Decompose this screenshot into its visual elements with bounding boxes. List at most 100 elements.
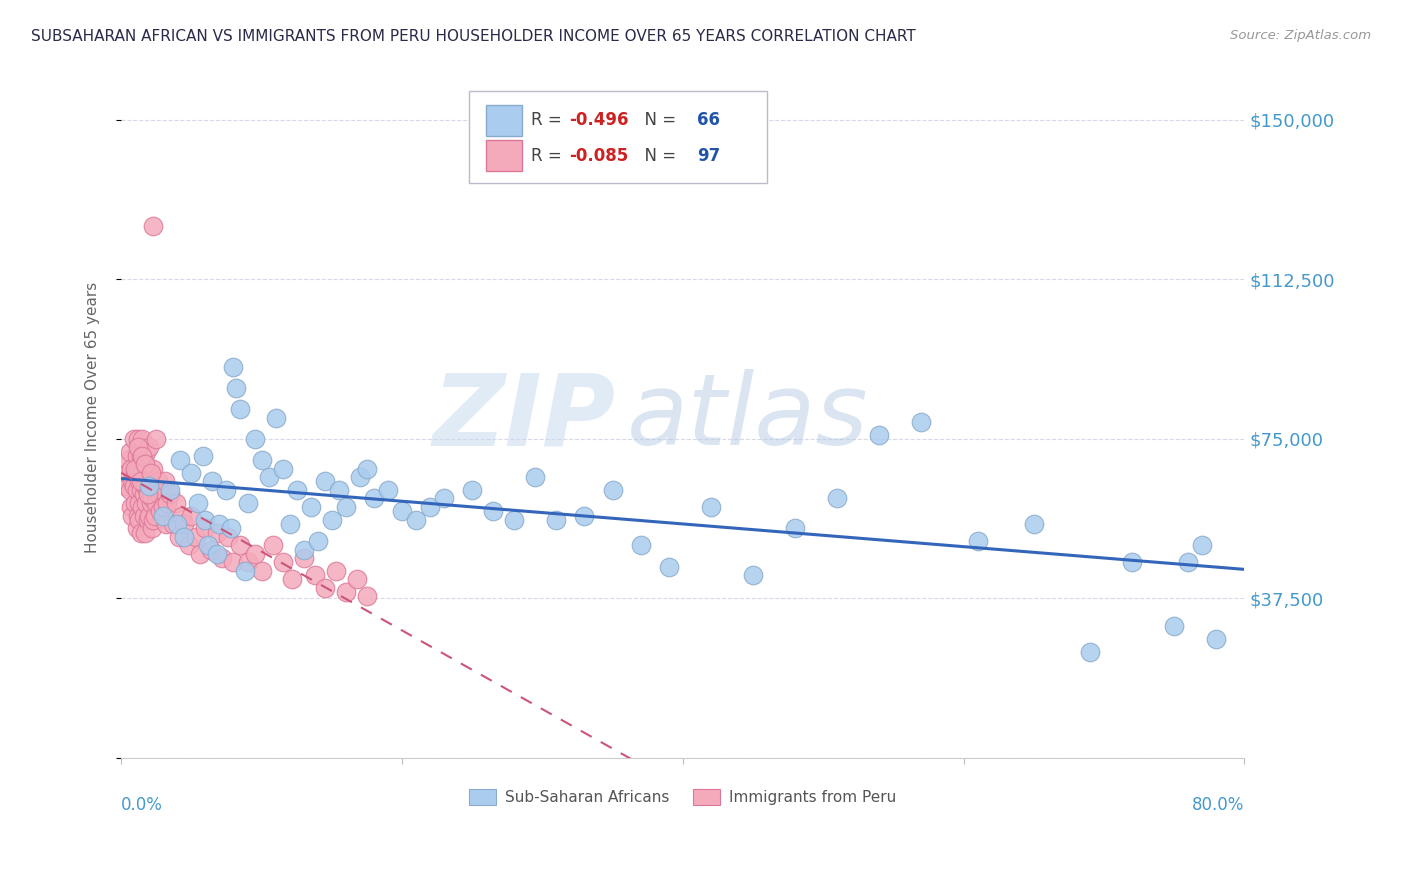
Point bbox=[346, 572, 368, 586]
Point bbox=[219, 521, 242, 535]
Point bbox=[200, 542, 222, 557]
Point bbox=[129, 449, 152, 463]
Point bbox=[121, 508, 143, 523]
Point bbox=[131, 466, 153, 480]
Point bbox=[139, 496, 162, 510]
Point bbox=[134, 525, 156, 540]
Point bbox=[138, 441, 160, 455]
Point bbox=[236, 555, 259, 569]
Point bbox=[177, 538, 200, 552]
FancyBboxPatch shape bbox=[470, 91, 768, 183]
Point bbox=[115, 466, 138, 480]
Point bbox=[138, 508, 160, 523]
Point bbox=[129, 483, 152, 497]
Point bbox=[122, 479, 145, 493]
Point bbox=[419, 500, 441, 514]
Point bbox=[335, 500, 357, 514]
Point bbox=[131, 500, 153, 514]
Point bbox=[233, 564, 256, 578]
Point bbox=[349, 470, 371, 484]
Point bbox=[461, 483, 484, 497]
Point bbox=[170, 508, 193, 523]
Point bbox=[120, 461, 142, 475]
Point bbox=[122, 432, 145, 446]
Point bbox=[132, 487, 155, 501]
Point bbox=[307, 534, 329, 549]
Point bbox=[250, 564, 273, 578]
Point bbox=[222, 359, 245, 374]
Point bbox=[377, 483, 399, 497]
Point bbox=[149, 504, 172, 518]
Point bbox=[128, 475, 150, 489]
Point bbox=[1121, 555, 1143, 569]
Point bbox=[328, 483, 350, 497]
Point bbox=[215, 483, 238, 497]
Text: 97: 97 bbox=[697, 146, 721, 165]
Point bbox=[150, 483, 173, 497]
Text: -0.496: -0.496 bbox=[569, 112, 628, 129]
Text: Source: ZipAtlas.com: Source: ZipAtlas.com bbox=[1230, 29, 1371, 42]
Point bbox=[145, 496, 167, 510]
Point bbox=[166, 516, 188, 531]
Point bbox=[271, 555, 294, 569]
Point bbox=[325, 564, 347, 578]
Point bbox=[124, 496, 146, 510]
Point bbox=[134, 458, 156, 472]
Point bbox=[243, 547, 266, 561]
Point bbox=[314, 581, 336, 595]
Point bbox=[208, 516, 231, 531]
Point bbox=[142, 219, 165, 234]
Point bbox=[630, 538, 652, 552]
Point bbox=[143, 508, 166, 523]
Point bbox=[278, 516, 301, 531]
Point bbox=[141, 521, 163, 535]
Point bbox=[211, 551, 233, 566]
Point bbox=[139, 466, 162, 480]
Point bbox=[503, 513, 526, 527]
Point bbox=[125, 483, 148, 497]
Point bbox=[217, 530, 239, 544]
Point bbox=[201, 475, 224, 489]
Point bbox=[129, 475, 152, 489]
Text: ZIP: ZIP bbox=[433, 369, 616, 467]
Point bbox=[127, 432, 149, 446]
Point bbox=[146, 475, 169, 489]
Point bbox=[118, 483, 141, 497]
Point bbox=[285, 483, 308, 497]
Text: 0.0%: 0.0% bbox=[121, 797, 163, 814]
Point bbox=[131, 449, 153, 463]
Point bbox=[1191, 538, 1213, 552]
Point bbox=[145, 432, 167, 446]
Point bbox=[292, 551, 315, 566]
Point bbox=[356, 590, 378, 604]
Point bbox=[153, 475, 176, 489]
Point bbox=[299, 500, 322, 514]
Point bbox=[152, 500, 174, 514]
Text: 66: 66 bbox=[697, 112, 720, 129]
Point bbox=[225, 381, 247, 395]
Point bbox=[1205, 632, 1227, 646]
Point bbox=[243, 432, 266, 446]
Point bbox=[142, 461, 165, 475]
Point bbox=[135, 461, 157, 475]
Point bbox=[169, 453, 191, 467]
Point bbox=[156, 496, 179, 510]
Point bbox=[825, 491, 848, 506]
FancyBboxPatch shape bbox=[486, 104, 522, 136]
Point bbox=[783, 521, 806, 535]
Point bbox=[546, 513, 568, 527]
Point bbox=[143, 483, 166, 497]
Point bbox=[120, 500, 142, 514]
Point bbox=[271, 461, 294, 475]
Point bbox=[356, 461, 378, 475]
Text: 80.0%: 80.0% bbox=[1192, 797, 1244, 814]
Point bbox=[131, 432, 153, 446]
Point bbox=[191, 449, 214, 463]
Point bbox=[138, 470, 160, 484]
Point bbox=[229, 538, 252, 552]
Point bbox=[658, 559, 681, 574]
Point bbox=[129, 525, 152, 540]
Point bbox=[165, 496, 187, 510]
Point bbox=[405, 513, 427, 527]
Point bbox=[155, 516, 177, 531]
